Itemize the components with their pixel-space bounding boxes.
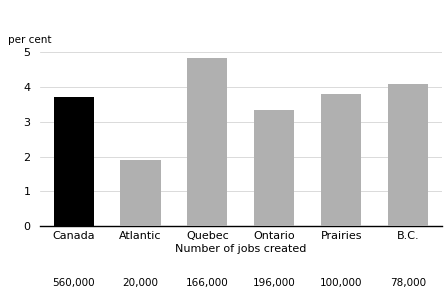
Bar — [120, 160, 161, 226]
Text: 100,000: 100,000 — [320, 278, 363, 288]
Text: 196,000: 196,000 — [253, 278, 296, 288]
Text: 166,000: 166,000 — [186, 278, 229, 288]
Text: 78,000: 78,000 — [390, 278, 426, 288]
Bar — [388, 84, 428, 226]
X-axis label: Number of jobs created: Number of jobs created — [175, 244, 306, 254]
Bar — [54, 97, 94, 226]
Bar — [254, 110, 294, 226]
Text: Employment Gains in Canada (January to December 2002): Employment Gains in Canada (January to D… — [0, 13, 446, 28]
Text: 560,000: 560,000 — [52, 278, 95, 288]
Text: 20,000: 20,000 — [123, 278, 158, 288]
Bar — [187, 58, 227, 226]
Text: per cent: per cent — [8, 35, 52, 45]
Bar — [321, 94, 361, 226]
